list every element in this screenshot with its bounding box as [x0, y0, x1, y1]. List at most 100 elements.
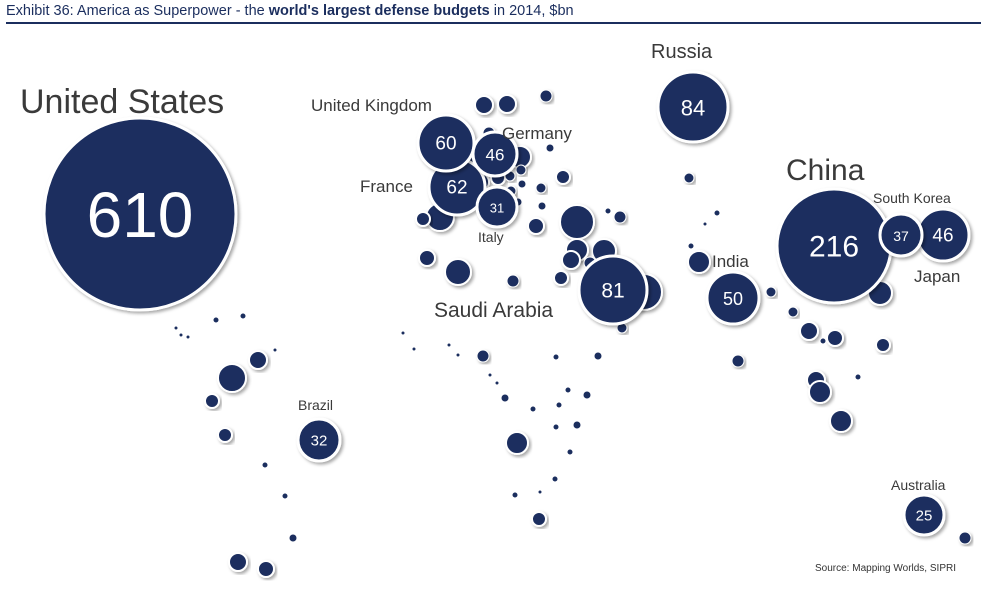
value-label-china: 216 [809, 231, 859, 264]
minor-country-bubble [517, 179, 527, 189]
bubble-germany [471, 130, 519, 178]
minor-country-bubble [511, 491, 519, 499]
minor-country-bubble [854, 373, 862, 381]
country-labels: United States China Russia Saudi Arabia Fran… [20, 41, 960, 493]
title-exhibit: Exhibit 36: America as Superpower [6, 3, 232, 19]
value-label-india: 50 [723, 289, 743, 309]
minor-country-bubble [539, 89, 553, 103]
minor-country-bubble [487, 372, 493, 378]
minor-country-bubble [765, 286, 777, 298]
minor-country-bubble [561, 250, 581, 270]
value-label-united-states: 610 [87, 179, 194, 251]
minor-country-bubble [731, 354, 745, 368]
minor-country-bubble [455, 352, 461, 358]
minor-country-bubble [545, 143, 555, 153]
bubble-russia [656, 70, 730, 144]
country-label-italy: Italy [478, 229, 504, 245]
minor-country-bubble [799, 321, 819, 341]
minor-country-bubble [257, 560, 275, 578]
value-label-italy: 31 [490, 201, 504, 216]
minor-country-bubble [713, 209, 721, 217]
minor-country-bubble [593, 351, 603, 361]
bubble-australia [902, 493, 946, 537]
minor-country-bubble [566, 448, 574, 456]
minor-country-bubble [185, 334, 191, 340]
minor-country-bubble [687, 242, 695, 250]
minor-country-bubble [564, 386, 572, 394]
minor-country-bubble [537, 201, 547, 211]
minor-country-bubble [702, 221, 708, 227]
value-label-united-kingdom: 60 [435, 134, 456, 155]
minor-country-bubble [687, 250, 711, 274]
minor-country-bubble [217, 427, 233, 443]
minor-country-bubble [604, 207, 612, 215]
minor-country-bubble [505, 431, 529, 455]
minor-country-bubble [474, 95, 494, 115]
country-label-india: India [712, 252, 749, 271]
minor-country-bubble [446, 342, 452, 348]
bubble-india [705, 270, 761, 326]
value-label-australia: 25 [916, 508, 933, 525]
minor-country-bubble [819, 337, 827, 345]
minor-country-bubble [497, 94, 517, 114]
minor-country-bubble [552, 423, 560, 431]
minor-country-bubble [500, 393, 510, 403]
minor-country-bubble [572, 420, 582, 430]
minor-country-bubble [958, 531, 972, 545]
country-label-china: China [786, 154, 865, 187]
value-label-south-korea: 37 [893, 228, 909, 244]
title-suffix: in 2014, $bn [489, 3, 574, 19]
country-label-australia: Australia [891, 477, 946, 493]
minor-country-bubble [494, 380, 500, 386]
minor-country-bubble [248, 350, 268, 370]
minor-country-bubble [418, 249, 436, 267]
minor-country-bubble [875, 337, 891, 353]
minor-country-bubble [476, 349, 490, 363]
minor-country-bubble [613, 210, 627, 224]
value-label-france: 62 [446, 178, 467, 199]
country-label-france: France [360, 177, 413, 196]
minor-country-bubble [212, 316, 220, 324]
country-label-saudi-arabia: Saudi Arabia [434, 299, 553, 322]
country-label-brazil: Brazil [298, 397, 333, 413]
title-rule [6, 22, 981, 24]
bubble-italy [475, 185, 519, 229]
bubble-south-korea [878, 212, 924, 258]
minor-country-bubble [826, 329, 844, 347]
minor-country-bubble [551, 475, 559, 483]
country-label-united-kingdom: United Kingdom [311, 96, 432, 115]
minor-country-bubble [415, 211, 431, 227]
minor-country-bubble [261, 461, 269, 469]
minor-country-bubble [535, 182, 547, 194]
minor-country-bubble [531, 511, 547, 527]
minor-country-bubble [537, 489, 543, 495]
major-country-bubbles: 610 216 84 81 62 60 50 46 46 37 32 31 25 [42, 70, 971, 537]
minor-country-bubble [787, 306, 799, 318]
title-dash: - the [231, 3, 269, 19]
country-label-south-korea: South Korea [873, 190, 951, 206]
minor-country-bubble [217, 363, 247, 393]
minor-country-bubble [555, 169, 571, 185]
minor-country-bubble [400, 330, 406, 336]
bubble-united-states [42, 116, 238, 312]
minor-country-bubble [553, 270, 569, 286]
title-highlight: world's largest defense budgets [268, 3, 490, 19]
minor-country-bubble [178, 332, 184, 338]
minor-country-bubble [582, 390, 592, 400]
country-label-russia: Russia [651, 41, 713, 63]
value-label-russia: 84 [681, 96, 705, 121]
country-label-japan: Japan [914, 267, 960, 286]
value-label-germany: 46 [486, 146, 505, 165]
value-label-saudi-arabia: 81 [601, 280, 624, 303]
minor-country-bubble [272, 347, 278, 353]
value-label-brazil: 32 [311, 433, 328, 450]
value-label-japan: 46 [932, 226, 953, 247]
minor-country-bubble [683, 172, 695, 184]
minor-country-bubble [515, 164, 527, 176]
minor-country-bubble [411, 346, 417, 352]
minor-country-bubble [228, 552, 248, 572]
minor-country-bubble [288, 533, 298, 543]
chart-title: Exhibit 36: America as Superpower - the … [6, 3, 980, 23]
minor-country-bubble [555, 401, 563, 409]
